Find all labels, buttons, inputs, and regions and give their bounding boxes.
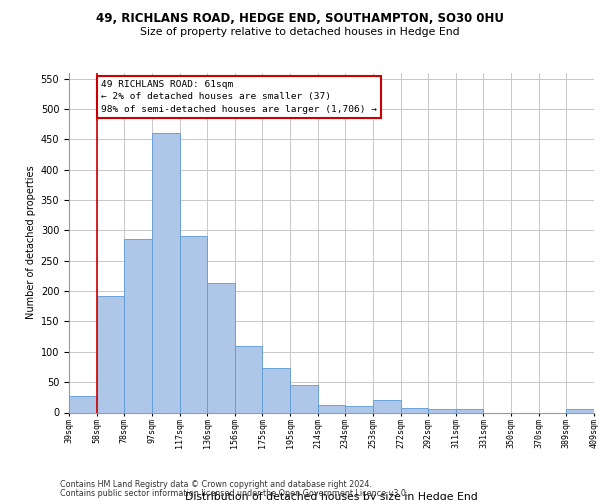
Bar: [262, 368, 290, 412]
Bar: [152, 133, 179, 412]
Bar: [456, 410, 484, 412]
Bar: [317, 405, 346, 412]
Bar: [235, 346, 262, 412]
Text: Contains HM Land Registry data © Crown copyright and database right 2024.: Contains HM Land Registry data © Crown c…: [60, 480, 372, 489]
Bar: [566, 410, 594, 412]
Bar: [346, 406, 373, 412]
Text: Size of property relative to detached houses in Hedge End: Size of property relative to detached ho…: [140, 27, 460, 37]
Bar: [179, 236, 207, 412]
Y-axis label: Number of detached properties: Number of detached properties: [26, 166, 37, 320]
Bar: [428, 410, 456, 412]
Bar: [401, 408, 428, 412]
Text: Contains public sector information licensed under the Open Government Licence v3: Contains public sector information licen…: [60, 489, 409, 498]
Text: 49, RICHLANS ROAD, HEDGE END, SOUTHAMPTON, SO30 0HU: 49, RICHLANS ROAD, HEDGE END, SOUTHAMPTO…: [96, 12, 504, 25]
X-axis label: Distribution of detached houses by size in Hedge End: Distribution of detached houses by size …: [185, 492, 478, 500]
Bar: [97, 296, 124, 412]
Bar: [124, 239, 152, 412]
Bar: [69, 396, 97, 412]
Bar: [290, 384, 317, 412]
Text: 49 RICHLANS ROAD: 61sqm
← 2% of detached houses are smaller (37)
98% of semi-det: 49 RICHLANS ROAD: 61sqm ← 2% of detached…: [101, 80, 377, 114]
Bar: [373, 400, 401, 412]
Bar: [207, 283, 235, 412]
